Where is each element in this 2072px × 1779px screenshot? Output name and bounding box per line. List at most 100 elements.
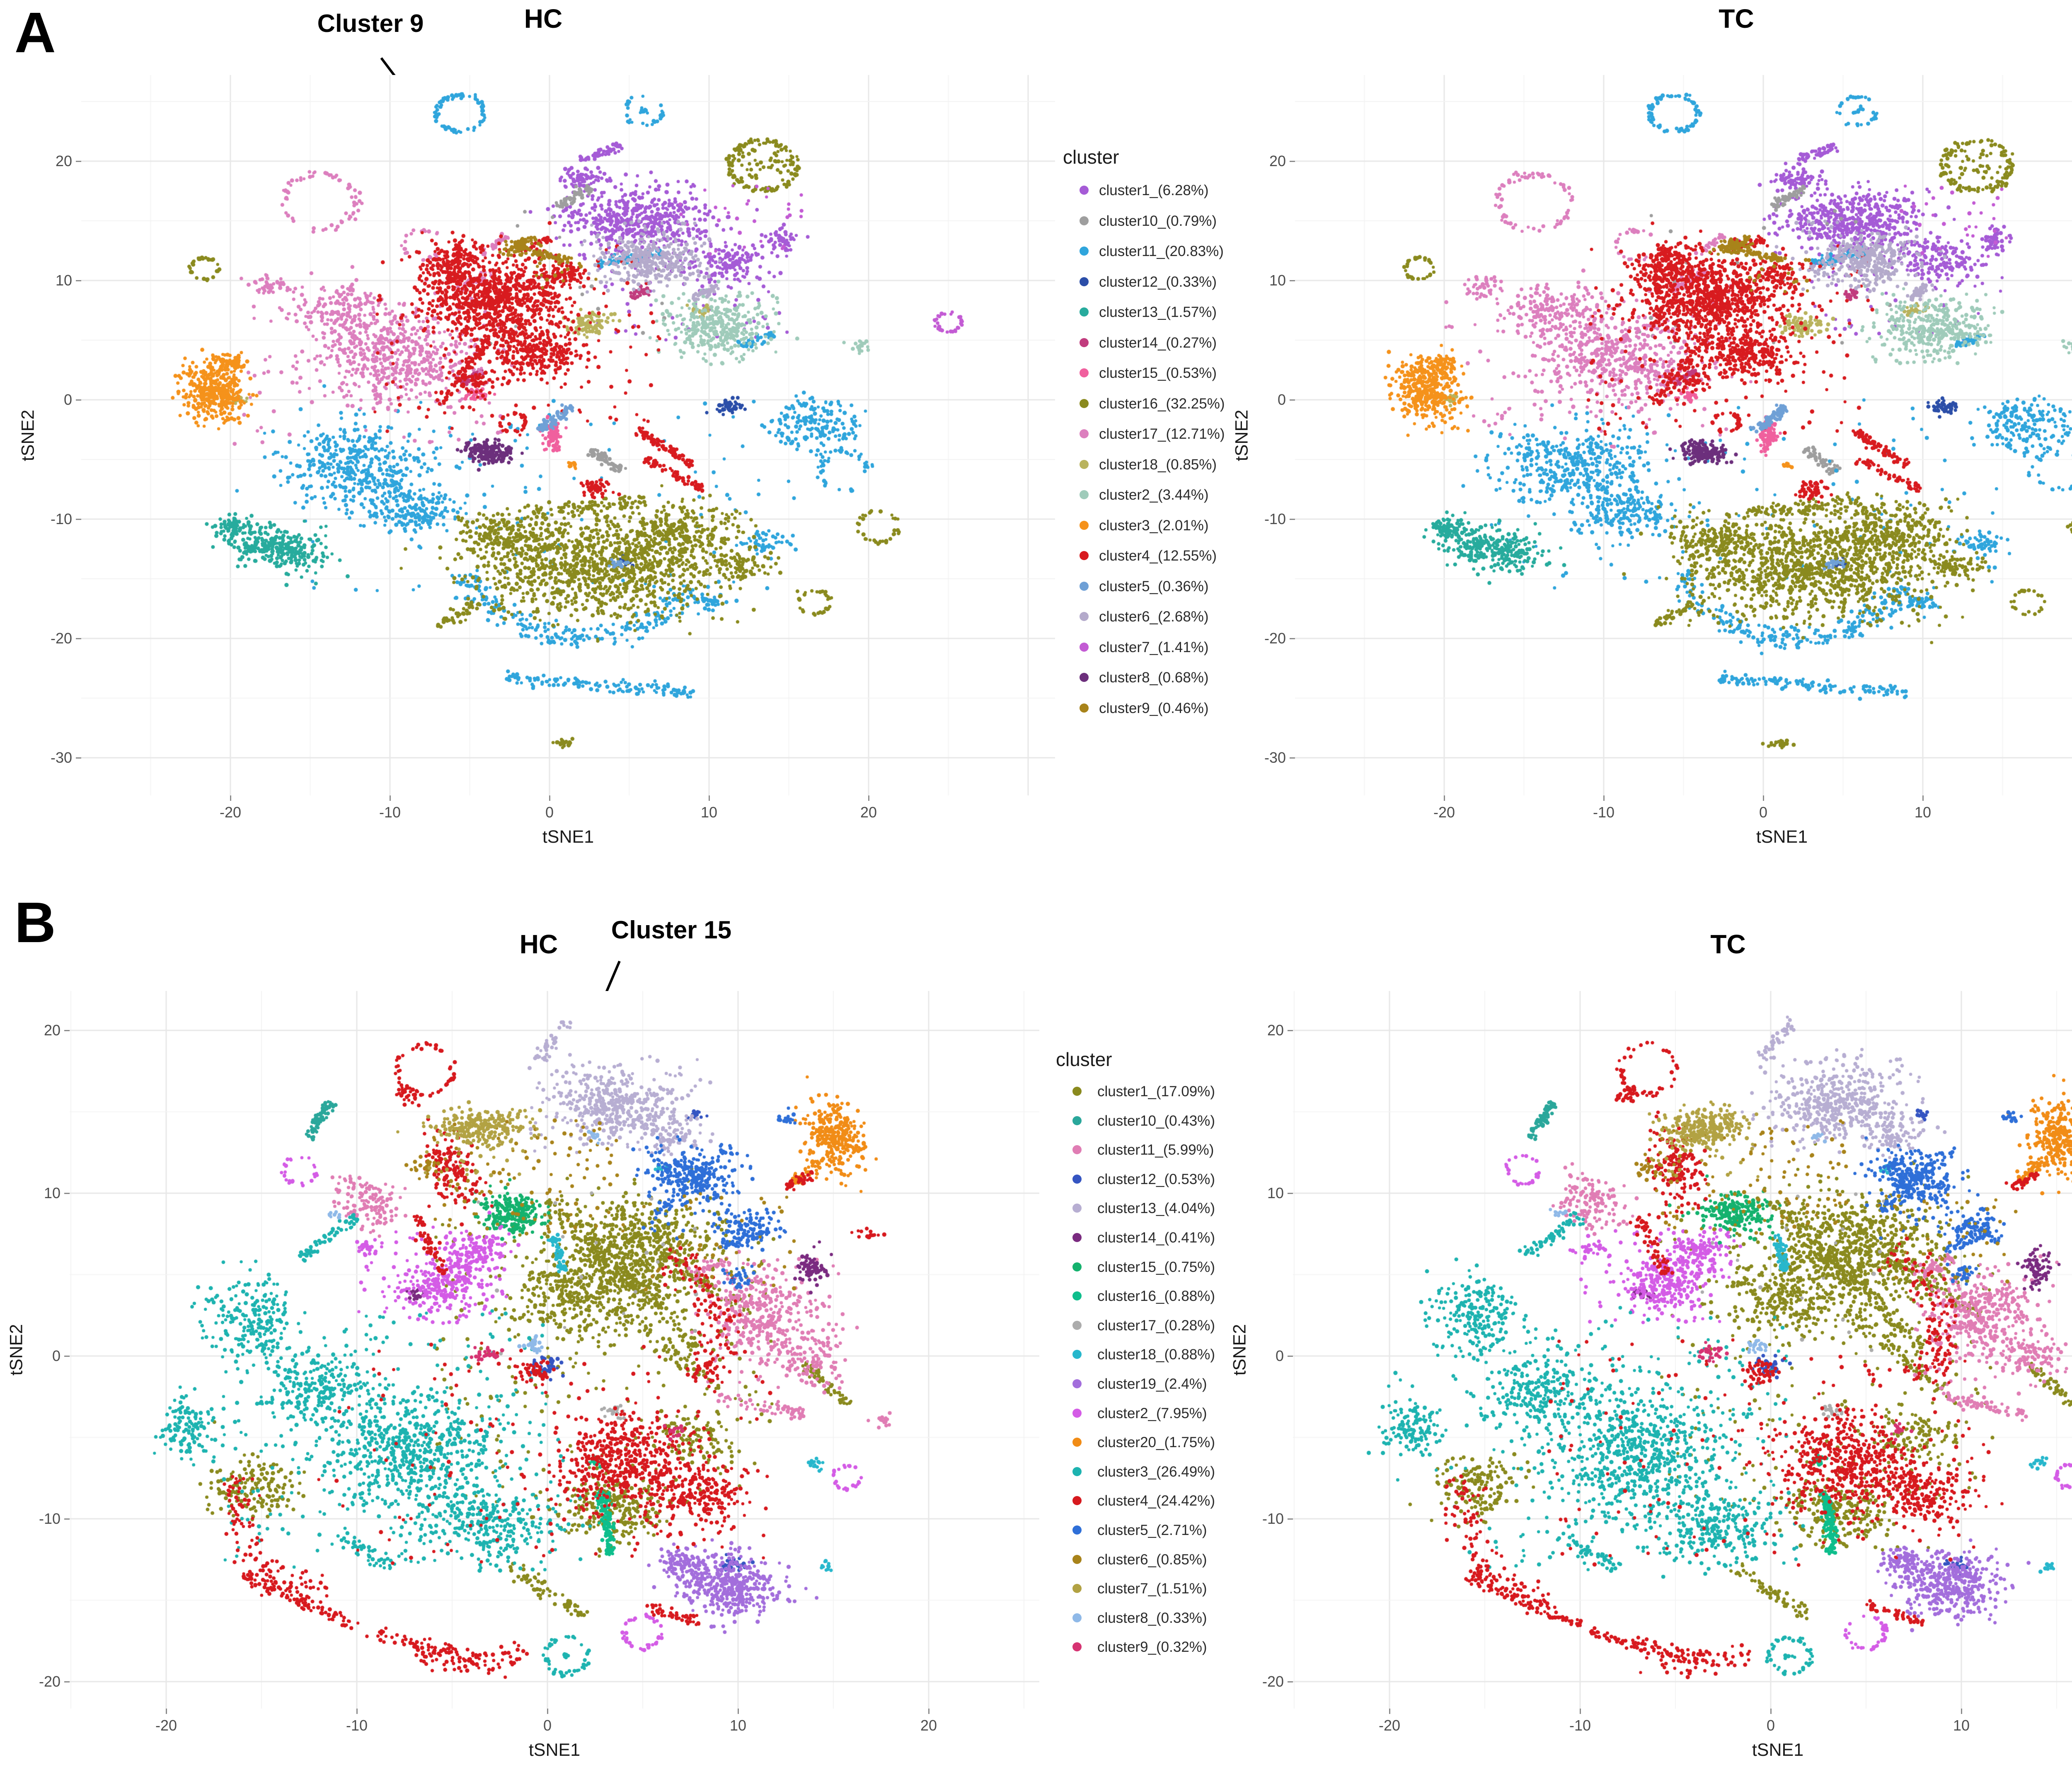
legend-label: cluster8_(0.68%) [1099,670,1209,686]
legend-label: cluster16_(32.25%) [1099,395,1225,412]
x-tick-mark [708,795,710,801]
y-tick-label: 0 [52,1347,61,1364]
legend-item: cluster3_(2.01%) [1080,517,1209,536]
legend-item: cluster16_(0.88%) [1072,1288,1215,1306]
legend-label: cluster6_(0.85%) [1097,1551,1207,1568]
legend-label: cluster11_(5.99%) [1097,1142,1214,1158]
legend-swatch [1072,1174,1082,1184]
x-tick-label: 0 [545,804,554,821]
tsne-scatter-b-hc [70,991,1039,1709]
legend-label: cluster3_(26.49%) [1097,1463,1215,1480]
legend-label: cluster14_(0.41%) [1097,1230,1215,1246]
y-tick-mark [1290,160,1295,162]
panel-a-letter: A [15,1,56,65]
y-tick-label: -20 [1262,1673,1284,1690]
legend-item: cluster2_(3.44%) [1080,487,1209,505]
legend-label: cluster6_(2.68%) [1099,609,1209,625]
y-tick-label: 0 [63,391,72,408]
x-tick-label: -20 [155,1717,177,1734]
legend-label: cluster2_(7.95%) [1097,1405,1207,1421]
legend-swatch [1072,1350,1082,1359]
x-tick-mark [549,795,550,801]
y-tick-mark [1288,1030,1293,1031]
legend-swatch [1072,1145,1082,1155]
legend-swatch [1072,1379,1082,1388]
y-tick-label: 10 [44,1184,61,1201]
y-tick-mark [1288,1355,1293,1357]
y-tick-label: 0 [1275,1347,1284,1364]
legend-label: cluster7_(1.41%) [1099,639,1209,655]
y-tick-mark [1290,280,1295,281]
legend-label: cluster11_(20.83%) [1099,243,1224,259]
x-tick-mark [868,795,869,801]
legend-swatch [1080,186,1089,195]
legend-swatch [1072,1262,1082,1271]
legend-label: cluster12_(0.53%) [1097,1171,1215,1187]
legend-swatch [1072,1320,1082,1330]
legend-item: cluster11_(20.83%) [1080,243,1224,261]
legend-item: cluster14_(0.27%) [1080,335,1217,353]
x-tick-mark [1579,1709,1581,1714]
legend-item: cluster18_(0.88%) [1072,1346,1215,1365]
legend-swatch [1080,703,1089,713]
legend-swatch [1080,277,1089,286]
x-tick-label: -10 [379,804,401,821]
legend-item: cluster9_(0.32%) [1072,1639,1207,1657]
y-tick-mark [1288,1518,1293,1520]
legend-label: cluster8_(0.33%) [1097,1610,1207,1626]
y-tick-mark [1290,757,1295,759]
legend-item: cluster12_(0.33%) [1080,274,1217,292]
y-tick-mark [1290,399,1295,401]
annotation-cluster-9: Cluster 9 [317,10,424,37]
x-tick-mark [1762,795,1764,801]
y-tick-label: -10 [1262,1510,1284,1527]
legend-label: cluster19_(2.4%) [1097,1376,1207,1392]
legend-title: cluster [1063,146,1119,168]
legend-swatch [1080,338,1089,347]
legend-label: cluster15_(0.53%) [1099,365,1217,381]
y-tick-mark [1290,638,1295,639]
legend-item: cluster13_(1.57%) [1080,304,1217,322]
legend-item: cluster15_(0.75%) [1072,1259,1215,1277]
legend-label: cluster5_(0.36%) [1099,578,1209,595]
legend-item: cluster9_(0.46%) [1080,700,1209,718]
legend-item: cluster20_(1.75%) [1072,1434,1215,1453]
legend-swatch [1072,1467,1082,1476]
legend-swatch [1072,1116,1082,1125]
x-tick-mark [1443,795,1445,801]
plot-title-a-hc: HC [524,4,563,34]
legend-item: cluster6_(0.85%) [1072,1552,1207,1570]
x-tick-mark [1961,1709,1962,1714]
x-tick-mark [1603,795,1605,801]
legend-swatch [1080,459,1089,469]
panel-b-letter: B [15,891,56,955]
legend-swatch [1080,307,1089,317]
legend-item: cluster11_(5.99%) [1072,1142,1214,1160]
legend-label: cluster13_(4.04%) [1097,1200,1215,1217]
legend-label: cluster4_(12.55%) [1099,548,1217,564]
y-tick-label: 10 [55,272,72,289]
legend-swatch [1072,1438,1082,1447]
x-axis-title: tSNE1 [528,1740,581,1760]
x-tick-label: -10 [346,1717,368,1734]
legend-label: cluster9_(0.46%) [1099,700,1209,716]
legend-item: cluster15_(0.53%) [1080,365,1217,383]
y-tick-mark [64,1518,70,1520]
legend-label: cluster9_(0.32%) [1097,1639,1207,1656]
legend-label: cluster17_(0.28%) [1097,1317,1215,1334]
x-axis-title: tSNE1 [542,827,594,847]
x-tick-label: 20 [920,1717,937,1734]
legend-item: cluster6_(2.68%) [1080,609,1209,627]
legend-swatch [1080,551,1089,560]
y-tick-mark [64,1192,70,1194]
legend-swatch [1072,1087,1082,1096]
legend-item: cluster1_(6.28%) [1080,182,1209,201]
y-tick-label: 20 [1267,1022,1284,1039]
legend-item: cluster4_(12.55%) [1080,548,1217,566]
legend-swatch [1080,216,1089,225]
legend-label: cluster16_(0.88%) [1097,1288,1215,1305]
legend-item: cluster3_(26.49%) [1072,1464,1215,1482]
tsne-scatter-a-tc [1295,75,2072,795]
y-tick-label: -20 [1264,630,1286,647]
